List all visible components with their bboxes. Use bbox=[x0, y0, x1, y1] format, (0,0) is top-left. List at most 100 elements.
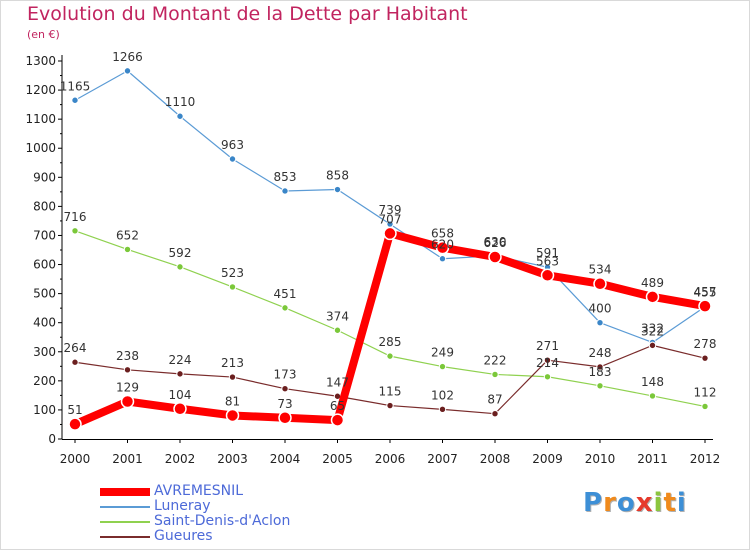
data-point-gueures bbox=[491, 410, 499, 418]
legend-label: Gueures bbox=[154, 528, 213, 544]
chart-title: Evolution du Montant de la Dette par Hab… bbox=[27, 3, 468, 25]
data-point-gueures bbox=[123, 366, 132, 374]
legend-swatch bbox=[100, 488, 150, 496]
data-label-gueures: 115 bbox=[379, 385, 402, 399]
data-point-gueures bbox=[176, 370, 184, 378]
y-tick-label: 0 bbox=[48, 432, 56, 446]
legend-swatch bbox=[100, 536, 150, 538]
data-label-avremesnil: 457 bbox=[694, 285, 717, 299]
data-point-avremesnil bbox=[330, 413, 345, 427]
data-point-avremesnil bbox=[593, 276, 607, 291]
data-point-avremesnil bbox=[488, 250, 502, 264]
data-label-luneray: 455 bbox=[694, 286, 717, 300]
data-label-luneray: 1165 bbox=[60, 79, 91, 93]
data-point-avremesnil bbox=[68, 417, 82, 431]
x-tick-label: 2002 bbox=[165, 452, 196, 466]
logo-letter: o bbox=[616, 488, 636, 518]
y-tick-label: 700 bbox=[33, 228, 56, 242]
data-label-avremesnil: 489 bbox=[641, 276, 664, 290]
data-label-gueures: 102 bbox=[431, 388, 454, 402]
data-point-avremesnil bbox=[120, 394, 135, 409]
data-point-saint-denis-d-aclon bbox=[386, 352, 394, 360]
y-tick-label: 300 bbox=[33, 345, 56, 359]
data-label-luneray: 630 bbox=[484, 235, 507, 249]
legend-swatch bbox=[100, 506, 150, 508]
data-label-luneray: 400 bbox=[589, 302, 612, 316]
data-point-luneray bbox=[71, 96, 79, 104]
data-label-saint-denis-d-aclon: 285 bbox=[379, 335, 402, 349]
data-label-saint-denis-d-aclon: 112 bbox=[694, 385, 717, 399]
y-tick-label: 1100 bbox=[25, 112, 56, 126]
series-layer bbox=[68, 67, 712, 431]
data-point-avremesnil bbox=[435, 240, 450, 255]
logo-letter: P bbox=[583, 488, 604, 518]
data-point-avremesnil bbox=[698, 299, 712, 313]
data-point-saint-denis-d-aclon bbox=[281, 304, 289, 312]
data-point-gueures bbox=[648, 341, 657, 350]
data-label-luneray: 739 bbox=[379, 203, 402, 217]
data-label-gueures: 271 bbox=[536, 339, 559, 353]
data-label-luneray: 853 bbox=[274, 170, 297, 184]
data-point-luneray bbox=[596, 318, 604, 327]
data-point-gueures bbox=[438, 405, 447, 414]
data-label-avremesnil: 73 bbox=[277, 397, 292, 411]
legend-label: AVREMESNIL bbox=[154, 483, 244, 499]
data-label-luneray: 858 bbox=[326, 169, 349, 183]
x-tick-label: 2008 bbox=[480, 452, 511, 466]
data-label-avremesnil: 104 bbox=[169, 388, 192, 402]
logo-letter: i bbox=[653, 488, 664, 518]
data-point-saint-denis-d-aclon bbox=[701, 402, 709, 411]
x-tick-label: 2011 bbox=[637, 452, 668, 466]
data-label-avremesnil: 658 bbox=[431, 227, 454, 241]
x-tick-label: 2001 bbox=[112, 452, 143, 466]
data-label-gueures: 238 bbox=[116, 349, 139, 363]
data-label-gueures: 173 bbox=[274, 368, 297, 382]
x-tick-label: 2010 bbox=[585, 452, 616, 466]
proxiti-logo[interactable]: Proxiti bbox=[583, 488, 687, 518]
data-label-luneray: 963 bbox=[221, 138, 244, 152]
x-tick-label: 2004 bbox=[270, 452, 301, 466]
data-point-gueures bbox=[596, 363, 604, 371]
data-point-gueures bbox=[71, 358, 79, 366]
data-label-gueures: 147 bbox=[326, 375, 349, 389]
y-tick-label: 500 bbox=[33, 287, 56, 301]
y-tick-label: 600 bbox=[33, 258, 56, 272]
data-label-saint-denis-d-aclon: 249 bbox=[431, 346, 454, 360]
data-label-saint-denis-d-aclon: 523 bbox=[221, 266, 244, 280]
chart-unit: (en €) bbox=[27, 28, 60, 41]
data-label-saint-denis-d-aclon: 183 bbox=[589, 365, 612, 379]
data-label-saint-denis-d-aclon: 214 bbox=[536, 356, 559, 370]
data-label-gueures: 87 bbox=[487, 393, 502, 407]
data-label-avremesnil: 534 bbox=[589, 263, 612, 277]
data-point-avremesnil bbox=[173, 402, 187, 416]
data-point-luneray bbox=[176, 112, 184, 120]
logo-letter: t bbox=[663, 488, 677, 518]
data-point-saint-denis-d-aclon bbox=[648, 392, 657, 400]
data-label-luneray: 591 bbox=[536, 246, 559, 260]
data-point-saint-denis-d-aclon bbox=[596, 382, 604, 390]
x-tick-label: 2005 bbox=[322, 452, 353, 466]
data-point-gueures bbox=[228, 373, 237, 381]
data-point-luneray bbox=[228, 155, 237, 163]
data-label-saint-denis-d-aclon: 148 bbox=[641, 375, 664, 389]
y-tick-label: 400 bbox=[33, 316, 56, 330]
data-label-luneray: 332 bbox=[641, 321, 664, 335]
data-point-luneray bbox=[281, 187, 289, 195]
data-label-avremesnil: 707 bbox=[379, 212, 402, 226]
legend-swatch bbox=[100, 521, 150, 523]
data-point-saint-denis-d-aclon bbox=[123, 245, 132, 254]
data-label-saint-denis-d-aclon: 222 bbox=[484, 353, 507, 367]
data-point-saint-denis-d-aclon bbox=[71, 227, 79, 235]
data-label-luneray: 620 bbox=[431, 238, 454, 252]
data-labels: 1165 1266 1110 963 853 858 739 620 630 591 400 332 4… bbox=[60, 50, 717, 417]
data-point-luneray bbox=[333, 185, 342, 194]
data-label-saint-denis-d-aclon: 716 bbox=[64, 210, 87, 224]
data-label-gueures: 278 bbox=[694, 337, 717, 351]
data-label-avremesnil: 563 bbox=[536, 254, 559, 268]
data-point-avremesnil bbox=[540, 268, 555, 283]
data-label-gueures: 248 bbox=[589, 346, 612, 360]
x-tick-label: 2000 bbox=[60, 452, 91, 466]
y-tick-label: 100 bbox=[33, 403, 56, 417]
x-tick-label: 2003 bbox=[217, 452, 248, 466]
